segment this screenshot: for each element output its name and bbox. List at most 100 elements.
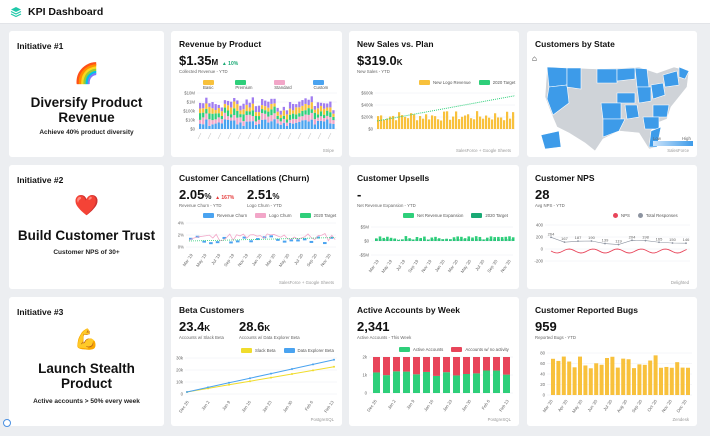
y-tick-label: $0 — [368, 127, 373, 132]
bugs-bar — [578, 356, 582, 395]
initiative-name: Build Customer Trust — [17, 228, 156, 243]
revenue-bar-segment — [251, 121, 254, 129]
revenue-bar-segment — [288, 122, 292, 129]
initiative-card-1[interactable]: Initiative #1 🌈 Diversify Product Revenu… — [9, 31, 164, 157]
help-icon[interactable] — [3, 419, 11, 427]
revenue-bar-segment — [319, 111, 323, 117]
sales-bar — [416, 120, 419, 129]
upsell-bar — [489, 236, 493, 241]
flexed-bicep-icon: 💪 — [74, 329, 99, 351]
kpi-subtitle: New Sales - YTD — [357, 69, 390, 74]
bugs-bar — [686, 367, 690, 395]
x-tick-mark — [237, 132, 242, 140]
x-tick-label: Nov '19 — [237, 252, 250, 267]
x-tick-mark — [327, 132, 332, 140]
new-sales-card[interactable]: New Sales vs. Plan $319.0K New Sales - Y… — [349, 31, 519, 157]
active-accounts-card[interactable]: Active Accounts by Week 2,341 Active Acc… — [349, 297, 519, 426]
revenue-bar-segment — [279, 110, 282, 115]
us-map — [540, 66, 690, 152]
revenue-bar-segment — [292, 123, 295, 129]
revenue-bar-segment — [239, 114, 242, 118]
revenue-bar-segment — [292, 113, 295, 119]
y-tick-label: -$5M — [359, 253, 369, 258]
revenue-bar-segment — [251, 103, 254, 111]
revenue-bar-segment — [301, 100, 304, 106]
y-tick-label: 200 — [536, 235, 544, 240]
active-accounts-bar — [453, 375, 460, 393]
revenue-bar-segment — [310, 119, 313, 129]
revenue-bar-segment — [276, 107, 279, 112]
y-tick-label: $0 — [364, 239, 369, 244]
upsells-card[interactable]: Customer Upsells - Net Revenue Expansion… — [349, 165, 519, 289]
initiative-label: Initiative #2 — [17, 175, 64, 185]
x-tick-label: Apr '20 — [557, 398, 569, 412]
sales-bar — [398, 112, 401, 129]
kpi-value: $1.35M ▲ 10% — [179, 53, 239, 68]
bugs-bar — [599, 364, 604, 395]
churn-card[interactable]: Customer Cancellations (Churn) 2.05% ▲ 1… — [171, 165, 342, 289]
revenue-bar-segment — [214, 104, 217, 110]
inactive-accounts-bar — [503, 357, 510, 375]
revenue-bar-segment — [295, 107, 298, 115]
revenue-bar-segment — [208, 125, 211, 129]
initiative-card-2[interactable]: Initiative #2 ❤️ Build Customer Trust Cu… — [9, 165, 164, 289]
y-tick-label: 80 — [540, 351, 545, 356]
revenue-bar-segment — [282, 123, 285, 129]
revenue-bar-segment — [329, 117, 332, 124]
y-tick-label: 1k — [362, 373, 367, 378]
home-icon[interactable]: ⌂ — [532, 54, 537, 63]
upsell-bar — [389, 237, 393, 241]
revenue-bar-segment — [211, 124, 214, 129]
revenue-bar-segment — [264, 106, 267, 111]
revenue-bar-segment — [261, 105, 264, 110]
revenue-by-product-card[interactable]: Revenue by Product $1.35M ▲ 10% Collecte… — [171, 31, 342, 157]
active-accounts-bar — [393, 371, 400, 393]
app-logo-icon — [10, 6, 22, 17]
revenue-bar-segment — [236, 104, 239, 111]
revenue-bar-segment — [199, 119, 202, 124]
y-tick-label: $5M — [361, 225, 370, 230]
bugs-bar — [648, 360, 653, 395]
inactive-accounts-bar — [463, 357, 470, 375]
kpi-subtitle: Reported Bugs - YTD — [535, 335, 576, 340]
customers-by-state-card[interactable]: Customers by State ⌂ Low High SalesForce — [527, 31, 697, 157]
revenue-churn-mark — [215, 241, 220, 244]
inactive-accounts-bar — [413, 357, 420, 375]
x-tick-label: Jul '19 — [210, 252, 221, 265]
x-tick-label: May '20 — [571, 398, 584, 414]
beta-customers-card[interactable]: Beta Customers 23.4K Accounts w/ Slack B… — [171, 297, 342, 426]
nps-card[interactable]: Customer NPS 28 Avg NPS - YTD NPS Total … — [527, 165, 697, 289]
revenue-bar-segment — [205, 113, 208, 120]
x-tick-label: Dec 26 — [178, 399, 190, 414]
sales-bar — [446, 111, 449, 129]
revenue-bar-segment — [279, 114, 282, 119]
x-tick-label: Aug '20 — [616, 398, 629, 413]
bugs-bar — [561, 356, 566, 395]
revenue-bar-segment — [273, 103, 276, 107]
revenue-bar-segment — [220, 115, 223, 120]
revenue-bar-segment — [332, 116, 335, 121]
revenue-bar-segment — [220, 123, 223, 129]
x-tick-label: Sep '19 — [407, 258, 420, 273]
kpi-subtitle: Logo Churn - YTD — [247, 203, 282, 208]
x-tick-label: Jan 30 — [282, 399, 294, 413]
data-source: SalesForce — [667, 148, 689, 153]
x-tick-mark — [197, 132, 202, 140]
reported-bugs-card[interactable]: Customer Reported Bugs 959 Reported Bugs… — [527, 297, 697, 426]
inactive-accounts-bar — [443, 357, 450, 373]
initiative-card-3[interactable]: Initiative #3 💪 Launch Stealth Product A… — [9, 297, 164, 426]
revenue-bar-segment — [254, 112, 258, 116]
chart-legend: Active Accounts Accounts w/ no activity — [399, 347, 509, 353]
upsell-bar — [486, 237, 489, 241]
x-tick-mark — [207, 132, 212, 140]
revenue-bar-segment — [239, 110, 242, 115]
revenue-bar-segment — [316, 120, 320, 129]
revenue-bar-segment — [267, 122, 270, 129]
revenue-bar-segment — [285, 125, 289, 129]
revenue-bar-segment — [316, 117, 320, 121]
revenue-bar-segment — [319, 105, 323, 112]
revenue-bar-segment — [223, 103, 227, 108]
kpi-value: $319.0K — [357, 53, 403, 68]
revenue-bar-segment — [230, 117, 233, 121]
sales-bar — [419, 116, 422, 129]
